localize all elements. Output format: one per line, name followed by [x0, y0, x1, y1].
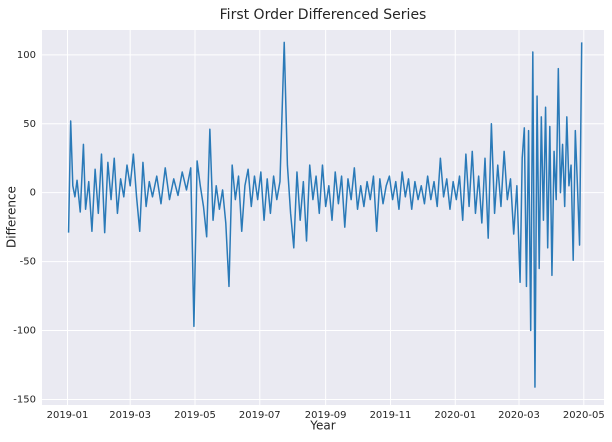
x-tick-label: 2019-03: [109, 410, 151, 421]
x-tick-label: 2019-05: [174, 410, 216, 421]
x-tick-label: 2020-05: [563, 410, 605, 421]
y-tick-label: 0: [30, 188, 36, 199]
x-tick-label: 2020-01: [434, 410, 476, 421]
x-axis-label: Year: [309, 419, 335, 433]
x-tick-label: 2020-03: [498, 410, 540, 421]
y-axis-label: Difference: [5, 186, 19, 248]
plot-area: [42, 30, 604, 405]
x-tick-label: 2019-01: [47, 410, 89, 421]
x-tick-label: 2019-11: [370, 410, 412, 421]
y-tick-label: 50: [23, 119, 36, 130]
y-tick-label: 100: [17, 50, 36, 61]
y-tick-label: -100: [13, 326, 36, 337]
chart-title: First Order Differenced Series: [220, 7, 427, 23]
data-line: [67, 41, 583, 388]
x-tick-label: 2019-09: [305, 410, 347, 421]
y-tick-label: -150: [13, 394, 36, 405]
y-tick-label: -50: [20, 257, 36, 268]
x-tick-label: 2019-07: [239, 410, 281, 421]
